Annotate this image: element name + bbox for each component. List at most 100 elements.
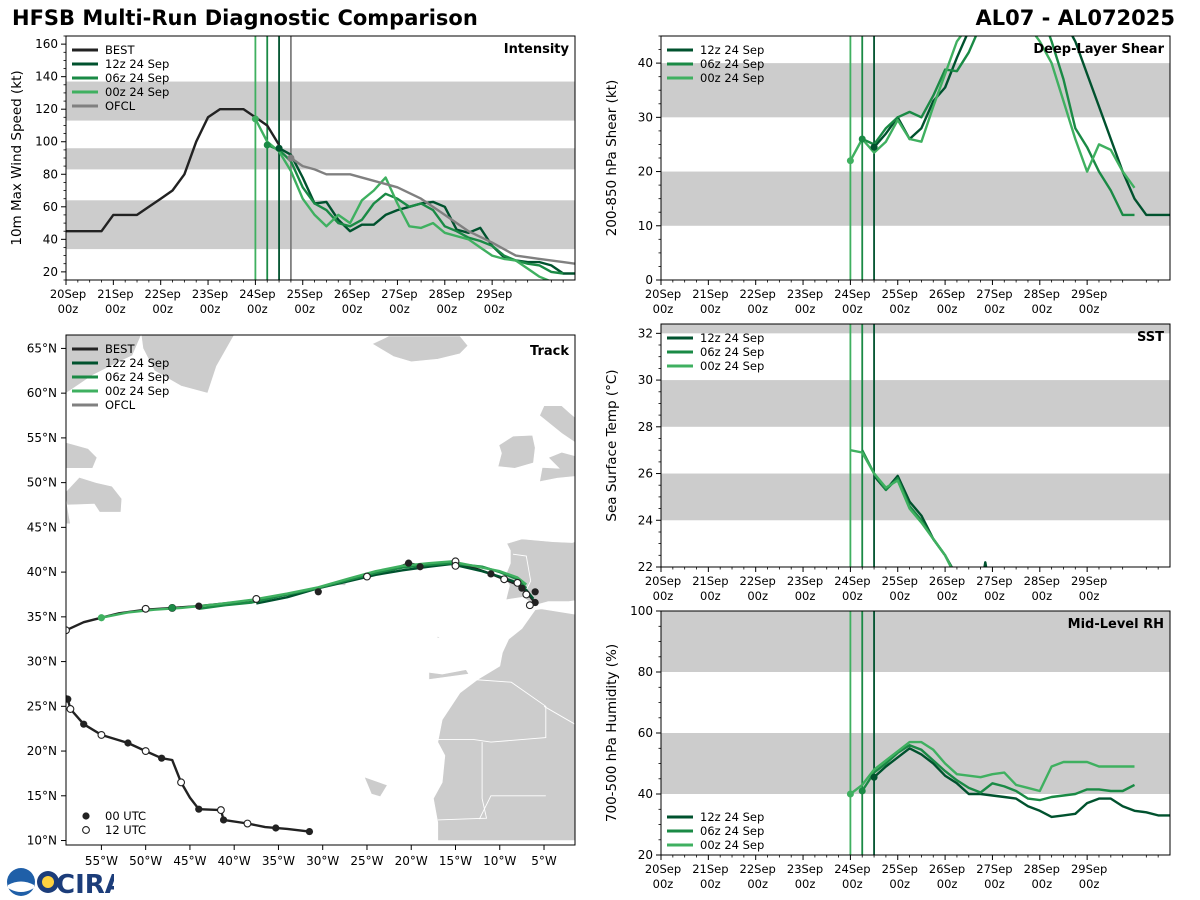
sst-xtick-time: 00z bbox=[1031, 589, 1052, 603]
best-track-north bbox=[66, 561, 535, 632]
cira-logo: CIRA bbox=[4, 866, 114, 898]
intensity-xtick-date: 28Sep bbox=[429, 287, 465, 301]
rh-marker-run12 bbox=[870, 773, 878, 781]
best-point-12utc bbox=[141, 747, 150, 756]
track-lat-label: 30°N bbox=[27, 655, 57, 669]
sst-ytick-label: 24 bbox=[638, 513, 653, 527]
track-lat-label: 45°N bbox=[27, 520, 57, 534]
intensity-xtick-time: 00z bbox=[436, 302, 457, 316]
panel-rh: 2040608010020Sep00z21Sep00z22Sep00z23Sep… bbox=[604, 604, 1171, 891]
track-lat-label: 15°N bbox=[27, 789, 57, 803]
shear-ytick-label: 30 bbox=[638, 110, 653, 124]
track-lat-label: 65°N bbox=[27, 341, 57, 355]
sst-frame bbox=[660, 323, 1171, 568]
shear-marker-run12 bbox=[870, 143, 878, 151]
intensity-ytick-label: 120 bbox=[35, 102, 58, 116]
intensity-ytick-label: 100 bbox=[35, 135, 58, 149]
sst-xtick-date: 20Sep bbox=[645, 574, 681, 588]
sst-xtick-date: 23Sep bbox=[787, 574, 823, 588]
track-lat-label: 35°N bbox=[27, 610, 57, 624]
rh-xtick-date: 27Sep bbox=[976, 862, 1012, 876]
track-lon-label: 35°W bbox=[262, 854, 295, 868]
intensity-ytick-label: 140 bbox=[35, 70, 58, 84]
intensity-band-2 bbox=[66, 81, 575, 121]
sst-xtick-date: 21Sep bbox=[692, 574, 728, 588]
sst-xtick-date: 29Sep bbox=[1071, 574, 1107, 588]
intensity-ytick-label: 160 bbox=[35, 37, 58, 51]
land-polygon-3 bbox=[539, 405, 575, 483]
track-lat-label: 60°N bbox=[27, 386, 57, 400]
shear-plot-area bbox=[661, 36, 1170, 280]
sst-series-run00 bbox=[850, 449, 953, 567]
land-polygon-9 bbox=[66, 498, 71, 525]
shear-legend-label-run00: 00z 24 Sep bbox=[700, 71, 764, 85]
best-point-00utc bbox=[195, 602, 203, 610]
land-polygon-4 bbox=[371, 335, 469, 363]
intensity-xtick-time: 00z bbox=[342, 302, 363, 316]
shear-xtick-time: 00z bbox=[700, 302, 721, 316]
best-point-00utc bbox=[158, 754, 166, 762]
sst-xtick-time: 00z bbox=[842, 589, 863, 603]
intensity-legend-label-run12: 12z 24 Sep bbox=[105, 57, 169, 71]
sst-xtick-date: 26Sep bbox=[929, 574, 965, 588]
shear-xtick-time: 00z bbox=[1079, 302, 1100, 316]
shear-legend-label-run06: 06z 24 Sep bbox=[700, 57, 764, 71]
sst-ytick-label: 32 bbox=[638, 326, 653, 340]
best-point-00utc bbox=[124, 739, 132, 747]
utc-legend-marker-12 bbox=[82, 826, 90, 834]
cira-logo-text: CIRA bbox=[56, 870, 114, 898]
border-line-2 bbox=[543, 705, 575, 765]
shear-xtick-date: 23Sep bbox=[787, 287, 823, 301]
rh-legend-label-run06: 06z 24 Sep bbox=[700, 824, 764, 838]
sst-legend-label-run12: 12z 24 Sep bbox=[700, 331, 764, 345]
track-map-area bbox=[66, 335, 575, 841]
track-lon-label: 5°W bbox=[531, 854, 557, 868]
rh-band-1 bbox=[661, 611, 1170, 672]
shear-xtick-date: 29Sep bbox=[1071, 287, 1107, 301]
rh-legend-label-run12: 12z 24 Sep bbox=[700, 810, 764, 824]
shear-xtick-date: 28Sep bbox=[1024, 287, 1060, 301]
best-point-12utc bbox=[216, 806, 225, 815]
rh-xtick-date: 26Sep bbox=[929, 862, 965, 876]
rh-xtick-date: 25Sep bbox=[882, 862, 918, 876]
rh-xtick-time: 00z bbox=[1031, 877, 1052, 891]
intensity-marker-ofcl bbox=[287, 154, 295, 162]
sst-ytick-label: 22 bbox=[638, 560, 653, 574]
shear-xtick-date: 20Sep bbox=[645, 287, 681, 301]
rh-xtick-time: 00z bbox=[700, 877, 721, 891]
track-panel-title: Track bbox=[530, 344, 569, 359]
sst-xtick-time: 00z bbox=[937, 589, 958, 603]
intensity-xtick-time: 00z bbox=[58, 302, 79, 316]
cira-logo-graphic: CIRA bbox=[7, 868, 114, 898]
best-point-12utc bbox=[66, 626, 70, 635]
shear-series-run06 bbox=[861, 36, 1135, 217]
shear-ytick-label: 40 bbox=[638, 56, 653, 70]
rh-xtick-time: 00z bbox=[795, 877, 816, 891]
shear-legend-label-run12: 12z 24 Sep bbox=[700, 43, 764, 57]
rh-ytick-label: 40 bbox=[638, 787, 653, 801]
sst-xtick-time: 00z bbox=[1079, 589, 1100, 603]
panel-sst: 22242628303220Sep00z21Sep00z22Sep00z23Se… bbox=[604, 323, 1171, 603]
border-line-3 bbox=[512, 553, 532, 597]
intensity-marker-run06 bbox=[263, 141, 271, 149]
shear-xtick-time: 00z bbox=[653, 302, 674, 316]
best-point-12utc bbox=[451, 561, 460, 570]
intensity-legend-label-ofcl: OFCL bbox=[105, 99, 136, 113]
best-point-12utc bbox=[500, 575, 509, 584]
panel-intensity: 2040608010012014016020Sep00z21Sep00z22Se… bbox=[9, 35, 576, 316]
shear-xtick-time: 00z bbox=[937, 302, 958, 316]
land-polygon-7 bbox=[66, 442, 98, 469]
shear-ytick-label: 10 bbox=[638, 219, 653, 233]
sst-xtick-date: 22Sep bbox=[740, 574, 776, 588]
sst-ytick-label: 26 bbox=[638, 467, 653, 481]
rh-xtick-time: 00z bbox=[889, 877, 910, 891]
rh-xtick-time: 00z bbox=[1079, 877, 1100, 891]
panel-track: 55°W 50°W 45°W 40°W 35°W 30°W 25°W 20°W 15°W 10°W… bbox=[27, 334, 576, 868]
shear-xtick-date: 22Sep bbox=[740, 287, 776, 301]
intensity-xtick-time: 00z bbox=[152, 302, 173, 316]
track-start-marker-run06 bbox=[168, 604, 176, 612]
best-point-12utc bbox=[97, 730, 106, 739]
shear-series-run00 bbox=[849, 36, 1136, 189]
